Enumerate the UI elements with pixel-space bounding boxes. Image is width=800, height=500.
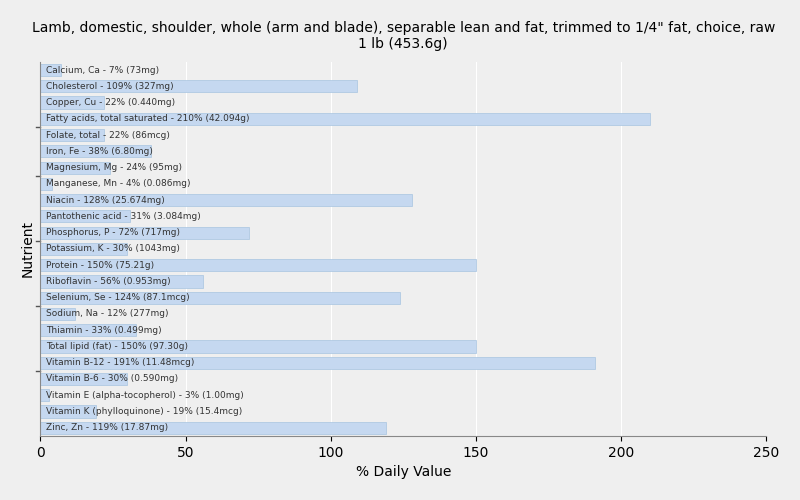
- Text: Protein - 150% (75.21g): Protein - 150% (75.21g): [46, 260, 154, 270]
- Bar: [40, 324, 136, 336]
- Bar: [40, 389, 49, 402]
- Title: Lamb, domestic, shoulder, whole (arm and blade), separable lean and fat, trimmed: Lamb, domestic, shoulder, whole (arm and…: [31, 21, 775, 51]
- Text: Vitamin B-6 - 30% (0.590mg): Vitamin B-6 - 30% (0.590mg): [46, 374, 178, 384]
- Bar: [40, 356, 594, 369]
- Bar: [40, 194, 412, 206]
- X-axis label: % Daily Value: % Daily Value: [355, 465, 451, 479]
- Bar: [40, 178, 52, 190]
- Text: Selenium, Se - 124% (87.1mcg): Selenium, Se - 124% (87.1mcg): [46, 293, 190, 302]
- Bar: [40, 210, 130, 222]
- Bar: [40, 340, 476, 352]
- Bar: [40, 243, 127, 255]
- Text: Vitamin K (phylloquinone) - 19% (15.4mcg): Vitamin K (phylloquinone) - 19% (15.4mcg…: [46, 407, 242, 416]
- Text: Manganese, Mn - 4% (0.086mg): Manganese, Mn - 4% (0.086mg): [46, 180, 190, 188]
- Text: Cholesterol - 109% (327mg): Cholesterol - 109% (327mg): [46, 82, 174, 91]
- Text: Calcium, Ca - 7% (73mg): Calcium, Ca - 7% (73mg): [46, 66, 159, 74]
- Y-axis label: Nutrient: Nutrient: [21, 220, 35, 278]
- Bar: [40, 292, 400, 304]
- Bar: [40, 422, 386, 434]
- Bar: [40, 406, 95, 417]
- Text: Thiamin - 33% (0.499mg): Thiamin - 33% (0.499mg): [46, 326, 162, 334]
- Text: Folate, total - 22% (86mcg): Folate, total - 22% (86mcg): [46, 130, 170, 140]
- Text: Zinc, Zn - 119% (17.87mg): Zinc, Zn - 119% (17.87mg): [46, 424, 168, 432]
- Bar: [40, 373, 127, 385]
- Text: Niacin - 128% (25.674mg): Niacin - 128% (25.674mg): [46, 196, 165, 204]
- Bar: [40, 162, 110, 173]
- Bar: [40, 64, 61, 76]
- Text: Fatty acids, total saturated - 210% (42.094g): Fatty acids, total saturated - 210% (42.…: [46, 114, 250, 124]
- Bar: [40, 276, 203, 287]
- Text: Pantothenic acid - 31% (3.084mg): Pantothenic acid - 31% (3.084mg): [46, 212, 201, 221]
- Text: Sodium, Na - 12% (277mg): Sodium, Na - 12% (277mg): [46, 310, 169, 318]
- Text: Riboflavin - 56% (0.953mg): Riboflavin - 56% (0.953mg): [46, 277, 171, 286]
- Bar: [40, 226, 250, 238]
- Bar: [40, 129, 104, 141]
- Text: Total lipid (fat) - 150% (97.30g): Total lipid (fat) - 150% (97.30g): [46, 342, 188, 351]
- Text: Phosphorus, P - 72% (717mg): Phosphorus, P - 72% (717mg): [46, 228, 180, 237]
- Text: Magnesium, Mg - 24% (95mg): Magnesium, Mg - 24% (95mg): [46, 163, 182, 172]
- Bar: [40, 112, 650, 125]
- Text: Vitamin B-12 - 191% (11.48mcg): Vitamin B-12 - 191% (11.48mcg): [46, 358, 194, 367]
- Bar: [40, 80, 357, 92]
- Bar: [40, 308, 75, 320]
- Bar: [40, 146, 150, 158]
- Text: Iron, Fe - 38% (6.80mg): Iron, Fe - 38% (6.80mg): [46, 147, 153, 156]
- Text: Copper, Cu - 22% (0.440mg): Copper, Cu - 22% (0.440mg): [46, 98, 175, 107]
- Text: Vitamin E (alpha-tocopherol) - 3% (1.00mg): Vitamin E (alpha-tocopherol) - 3% (1.00m…: [46, 390, 244, 400]
- Bar: [40, 96, 104, 108]
- Text: Potassium, K - 30% (1043mg): Potassium, K - 30% (1043mg): [46, 244, 180, 254]
- Bar: [40, 259, 476, 272]
